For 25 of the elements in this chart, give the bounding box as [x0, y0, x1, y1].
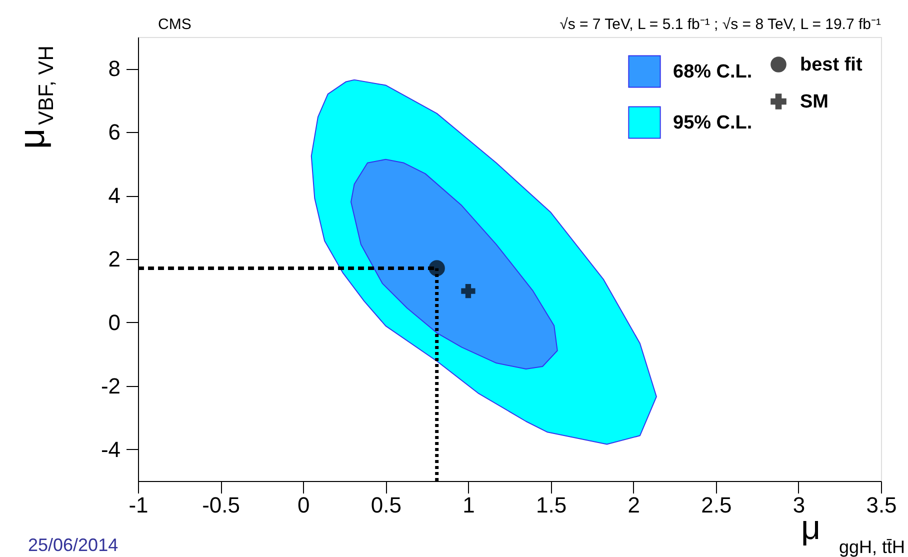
x-tick-label: 3.5	[866, 492, 897, 518]
legend-label: 95% C.L.	[673, 112, 752, 134]
x-tick-label: 0.5	[370, 492, 402, 518]
x-tick-label: -0.5	[202, 492, 240, 518]
x-tick-label: 2	[628, 492, 640, 518]
legend-label: SM	[800, 92, 828, 112]
chart-title: CMS	[158, 16, 192, 33]
y-tick-label: 8	[108, 56, 120, 82]
y-tick-label: 2	[108, 246, 120, 272]
y-tick-label: -4	[100, 436, 120, 462]
x-tick-label: 2.5	[701, 492, 732, 518]
legend-label: 68% C.L.	[673, 62, 752, 82]
x-tick-label: -1	[128, 492, 148, 518]
text: 25/06/2014	[28, 535, 118, 555]
x-tick-label: 1	[462, 492, 475, 518]
legend-label: best fit	[800, 54, 863, 76]
x-tick-label: 3	[792, 492, 806, 518]
y-tick-label: 0	[108, 310, 120, 335]
x-tick-label: 1.5	[536, 492, 567, 518]
y-tick-label: -2	[100, 373, 120, 398]
y-tick-label: 6	[108, 120, 120, 145]
y-tick-label: 4	[108, 183, 120, 208]
x-tick-label: 0	[297, 492, 310, 518]
y-axis-title: μVBF, VH	[11, 46, 58, 149]
chart-subtitle: √s = 7 TeV, L = 5.1 fb⁻¹ ; √s = 8 TeV, L = 19.7 fb⁻¹	[560, 16, 881, 33]
